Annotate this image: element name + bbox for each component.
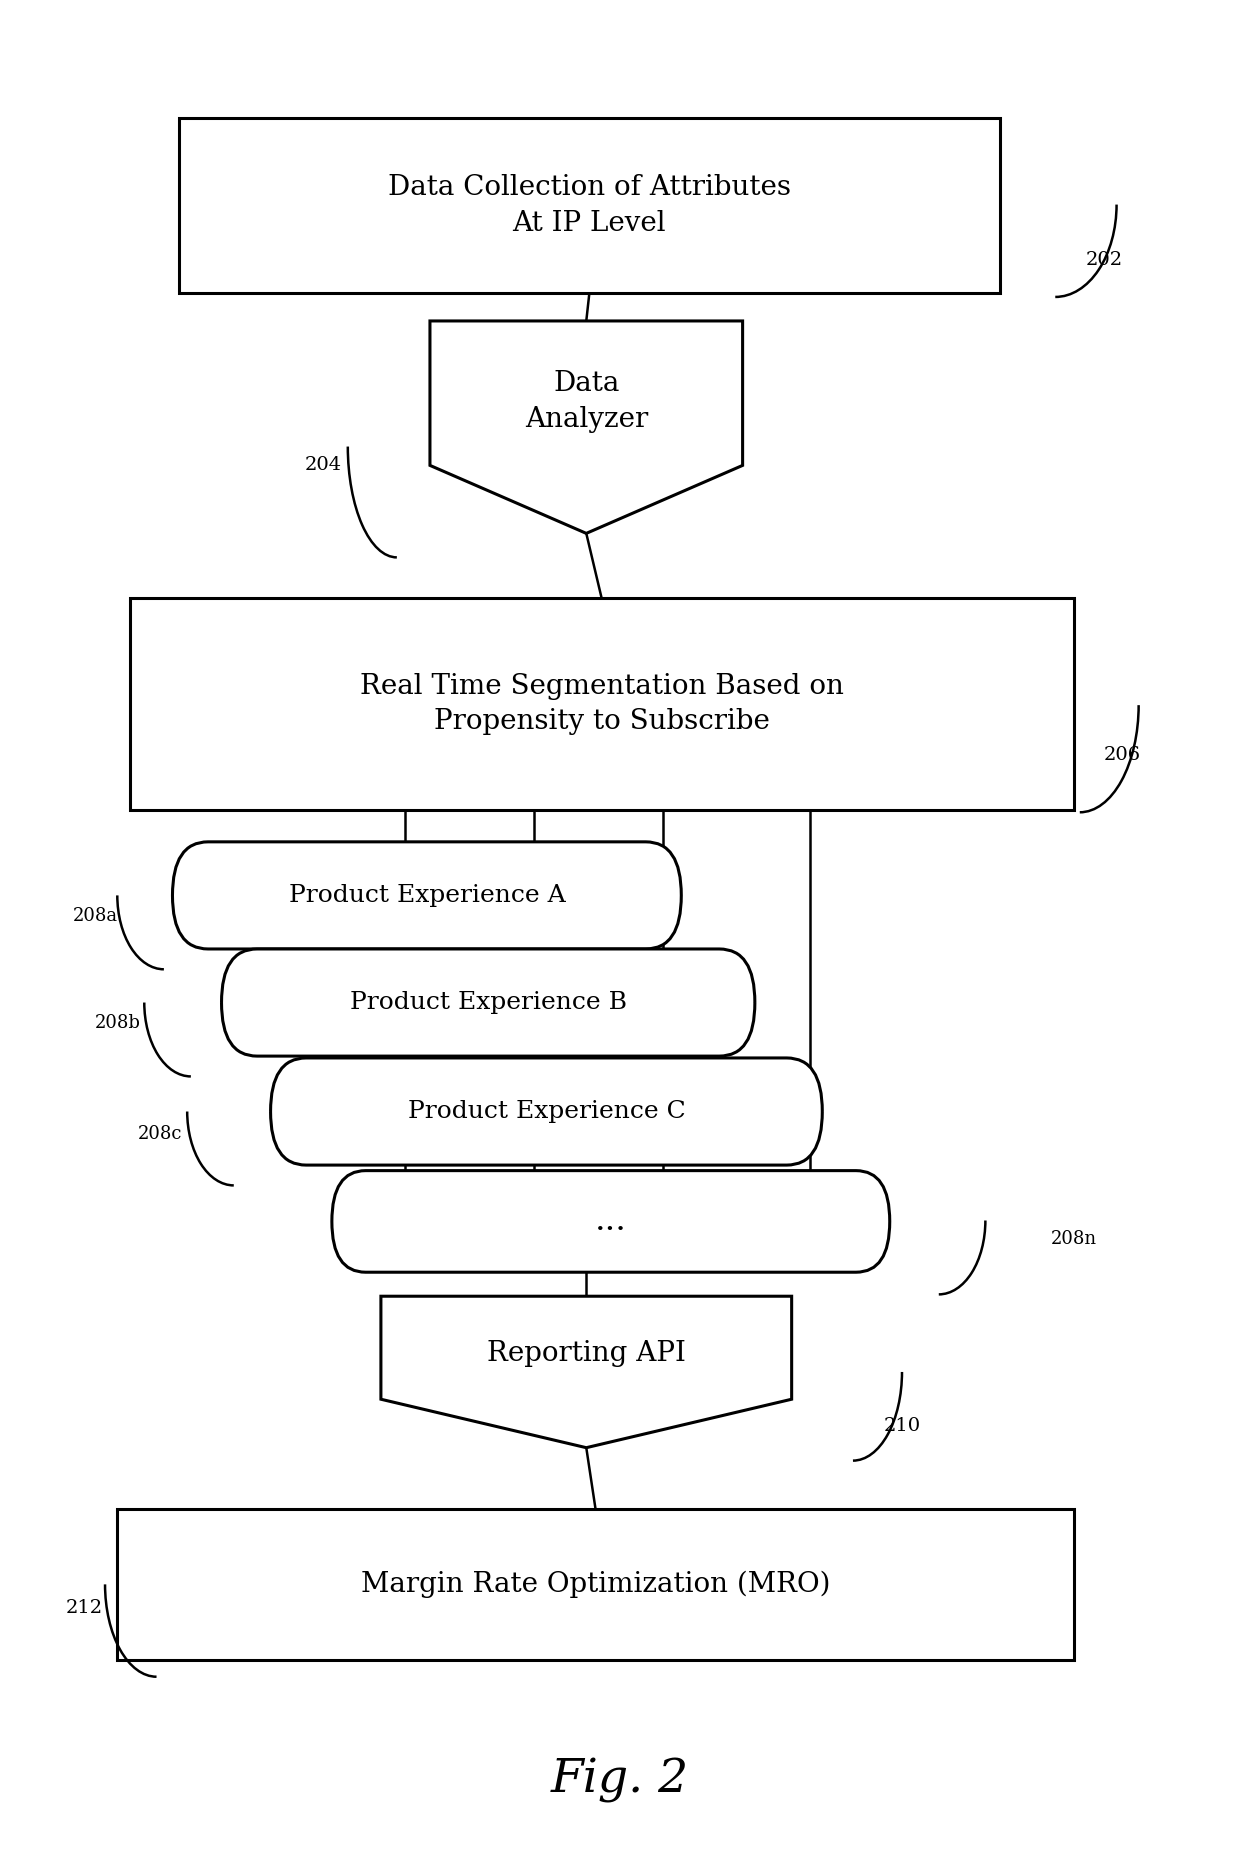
- Text: 204: 204: [305, 456, 342, 475]
- FancyBboxPatch shape: [270, 1057, 822, 1165]
- Polygon shape: [381, 1297, 791, 1448]
- Text: 210: 210: [883, 1416, 920, 1435]
- Text: Product Experience B: Product Experience B: [350, 992, 626, 1014]
- Text: 208b: 208b: [94, 1014, 140, 1031]
- Text: Data
Analyzer: Data Analyzer: [525, 370, 649, 434]
- Polygon shape: [430, 320, 743, 534]
- FancyBboxPatch shape: [332, 1171, 890, 1273]
- Text: 208a: 208a: [73, 906, 118, 925]
- Text: 208c: 208c: [138, 1124, 182, 1143]
- Text: Fig. 2: Fig. 2: [551, 1757, 689, 1803]
- Text: 212: 212: [66, 1599, 103, 1617]
- Text: Reporting API: Reporting API: [487, 1340, 686, 1368]
- FancyBboxPatch shape: [222, 949, 755, 1055]
- Text: 206: 206: [1104, 746, 1141, 765]
- Text: Product Experience A: Product Experience A: [289, 884, 565, 906]
- Text: Margin Rate Optimization (MRO): Margin Rate Optimization (MRO): [361, 1571, 831, 1599]
- Text: ...: ...: [595, 1206, 626, 1238]
- Text: Real Time Segmentation Based on
Propensity to Subscribe: Real Time Segmentation Based on Propensi…: [360, 674, 843, 735]
- Text: Product Experience C: Product Experience C: [408, 1100, 686, 1122]
- Text: Data Collection of Attributes
At IP Level: Data Collection of Attributes At IP Leve…: [388, 175, 791, 236]
- FancyBboxPatch shape: [172, 841, 681, 949]
- FancyBboxPatch shape: [179, 117, 1001, 294]
- Text: 202: 202: [1086, 251, 1123, 270]
- Text: 208n: 208n: [1050, 1230, 1096, 1249]
- FancyBboxPatch shape: [118, 1509, 1074, 1660]
- FancyBboxPatch shape: [129, 597, 1074, 810]
